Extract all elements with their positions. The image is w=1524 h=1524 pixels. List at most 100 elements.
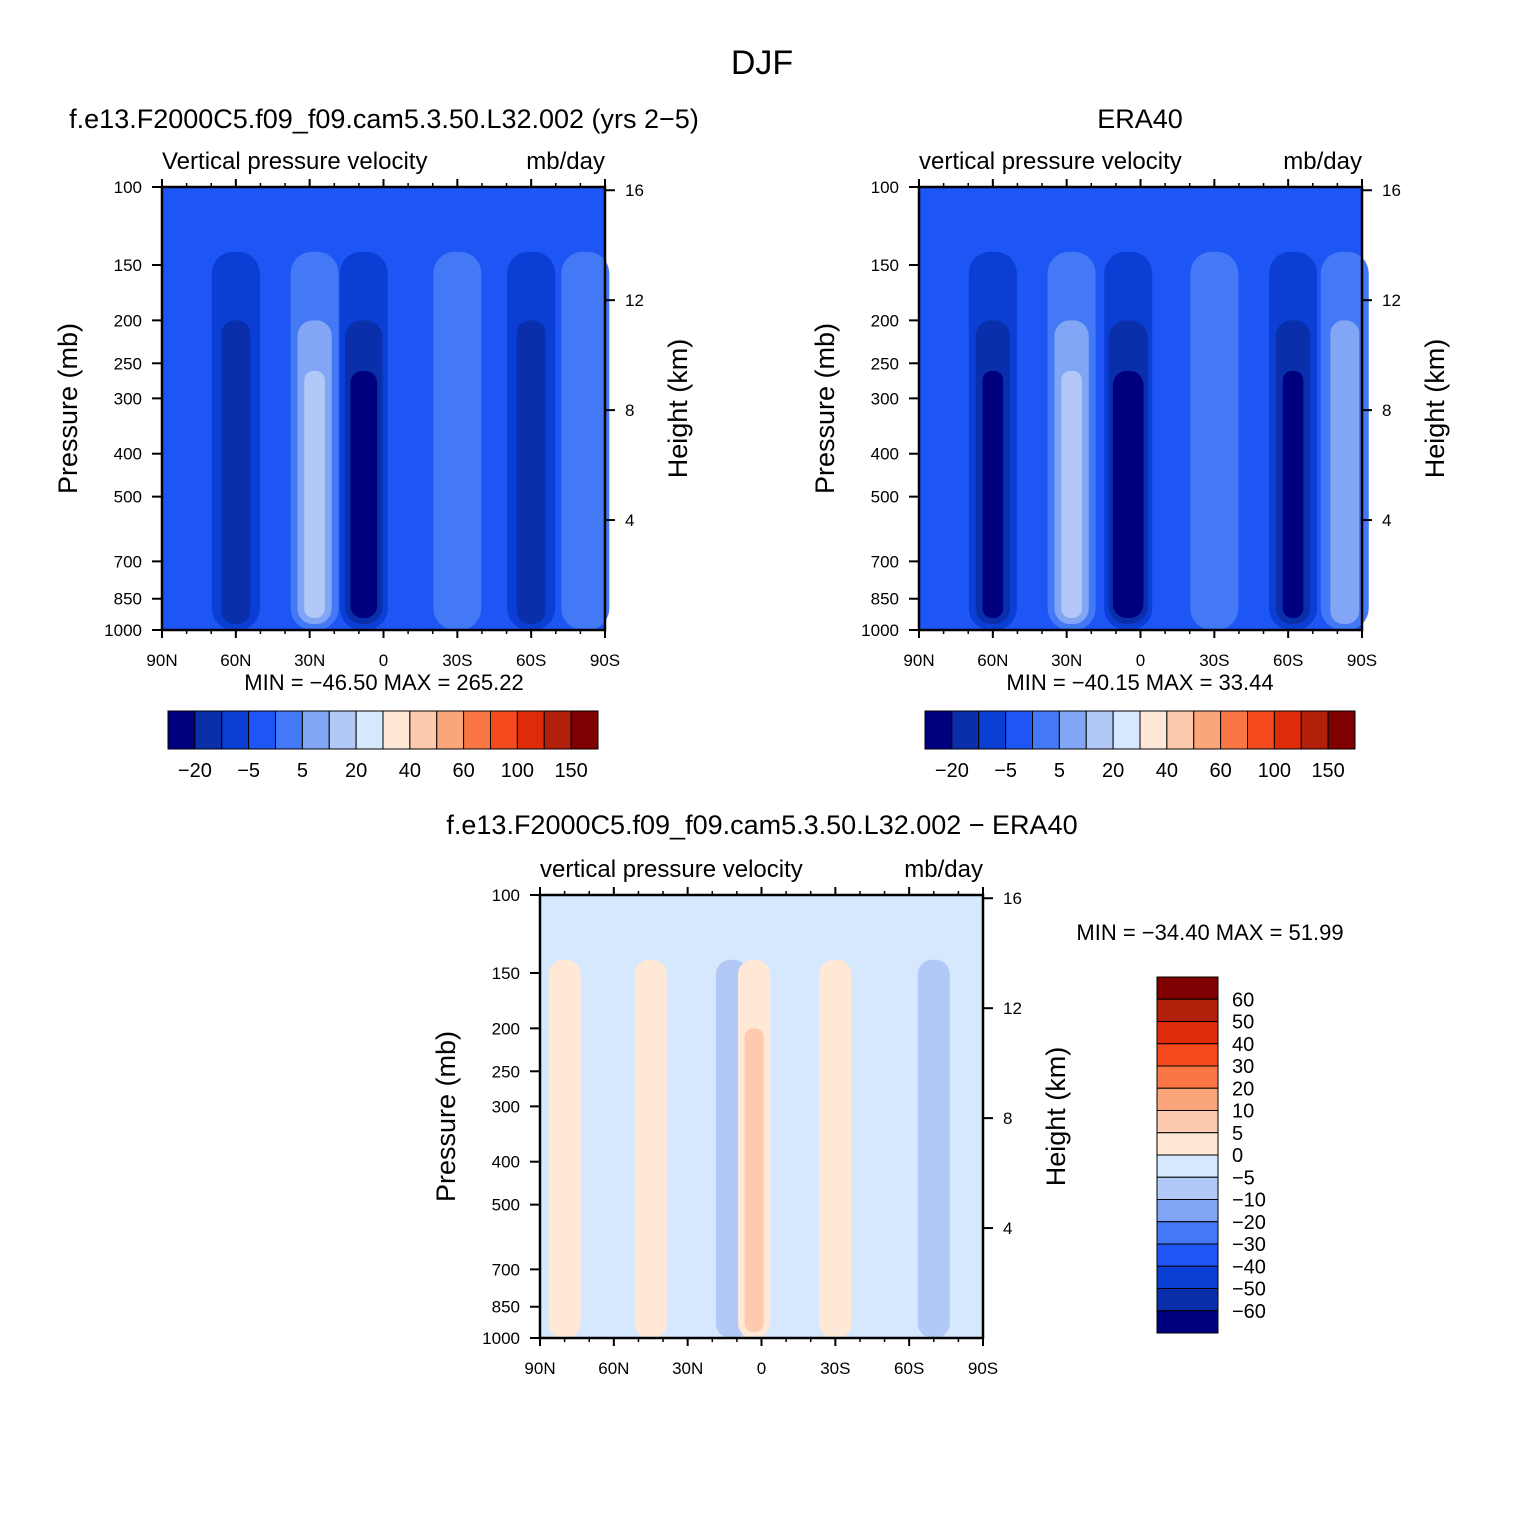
x-tick-label: 60S bbox=[516, 651, 546, 670]
colorbar-label: 40 bbox=[1232, 1034, 1254, 1056]
colorbar-swatch bbox=[1156, 1310, 1219, 1334]
y-right-tick-label: 12 bbox=[625, 291, 644, 310]
y-axis-label: Pressure (mb) bbox=[810, 323, 840, 494]
y-tick-label: 500 bbox=[871, 488, 899, 507]
y-tick-label: 400 bbox=[871, 445, 899, 464]
colorbar-label: 60 bbox=[1210, 760, 1232, 782]
colorbar-label: 10 bbox=[1232, 1101, 1254, 1123]
x-tick-label: 60N bbox=[598, 1359, 629, 1378]
y-tick-label: 300 bbox=[871, 389, 899, 408]
colorbar-swatch bbox=[1156, 1154, 1219, 1178]
contour-band bbox=[917, 959, 950, 1338]
colorbar-swatch bbox=[1156, 1288, 1219, 1312]
colorbar-swatch bbox=[301, 710, 330, 750]
x-tick-label: 30N bbox=[672, 1359, 703, 1378]
x-tick-label: 60S bbox=[894, 1359, 924, 1378]
colorbar-swatch bbox=[328, 710, 357, 750]
colorbar-label: −20 bbox=[1232, 1212, 1266, 1234]
y-right-tick-label: 12 bbox=[1382, 291, 1401, 310]
colorbar-swatch bbox=[490, 710, 518, 750]
colorbar-label: 60 bbox=[1232, 989, 1254, 1011]
x-tick-label: 90N bbox=[903, 651, 934, 670]
colorbar-swatch bbox=[1156, 1265, 1219, 1289]
y-tick-label: 250 bbox=[871, 354, 899, 373]
x-tick-label: 0 bbox=[379, 651, 388, 670]
panels: f.e13.F2000C5.f09_f09.cam5.3.50.L32.002 … bbox=[53, 104, 1450, 1378]
y-right-tick-label: 4 bbox=[625, 511, 634, 530]
y-right-tick-label: 8 bbox=[1382, 401, 1391, 420]
x-tick-label: 0 bbox=[1136, 651, 1145, 670]
y-tick-label: 150 bbox=[492, 964, 520, 983]
colorbar-label: 40 bbox=[399, 760, 421, 782]
colorbar-label: −5 bbox=[237, 760, 260, 782]
contour-band bbox=[1330, 320, 1360, 624]
colorbar-swatch bbox=[1273, 710, 1302, 750]
contour-band bbox=[516, 320, 546, 624]
y-right-tick-label: 8 bbox=[625, 401, 634, 420]
colorbar-swatch bbox=[543, 710, 572, 750]
contour-field bbox=[162, 187, 610, 630]
y-right-tick-label: 16 bbox=[1382, 181, 1401, 200]
contour-band bbox=[548, 959, 581, 1338]
colorbar-swatch bbox=[516, 710, 545, 750]
y-tick-label: 300 bbox=[492, 1097, 520, 1116]
colorbar-label: 100 bbox=[1258, 760, 1291, 782]
contour-band bbox=[634, 959, 667, 1338]
panel-1: f.e13.F2000C5.f09_f09.cam5.3.50.L32.002 … bbox=[53, 104, 699, 782]
contour-field bbox=[919, 187, 1369, 630]
colorbar-label: 150 bbox=[554, 760, 587, 782]
colorbar-swatch bbox=[1156, 976, 1219, 1000]
colorbar-swatch bbox=[951, 710, 980, 750]
panel-units: mb/day bbox=[526, 148, 605, 175]
colorbar-label: −30 bbox=[1232, 1234, 1266, 1256]
x-tick-label: 90S bbox=[968, 1359, 998, 1378]
colorbar: −20 −5 5 20 40 60 100 150 bbox=[924, 710, 1356, 782]
y-tick-label: 700 bbox=[114, 552, 142, 571]
y-tick-label: 100 bbox=[114, 178, 142, 197]
colorbar-swatch bbox=[382, 710, 411, 750]
colorbar-swatch bbox=[167, 710, 196, 750]
y-right-tick-label: 4 bbox=[1382, 511, 1391, 530]
panel-variable: vertical pressure velocity bbox=[919, 148, 1182, 175]
colorbar-swatch bbox=[1156, 1132, 1219, 1156]
y-tick-label: 700 bbox=[492, 1260, 520, 1279]
y-tick-label: 250 bbox=[114, 354, 142, 373]
colorbar-swatch bbox=[1112, 710, 1141, 750]
colorbar-swatch bbox=[570, 710, 599, 750]
colorbar-swatch bbox=[409, 710, 438, 750]
contour-band bbox=[221, 320, 251, 624]
colorbar-swatch bbox=[1156, 1087, 1219, 1111]
x-tick-label: 90S bbox=[590, 651, 620, 670]
y-tick-label: 1000 bbox=[861, 621, 899, 640]
colorbar-swatch bbox=[1156, 1065, 1219, 1089]
colorbar-label: −5 bbox=[1232, 1167, 1255, 1189]
contour-band bbox=[1190, 251, 1239, 630]
x-tick-label: 30N bbox=[1051, 651, 1082, 670]
colorbar-label: 0 bbox=[1232, 1145, 1243, 1167]
colorbar-swatch bbox=[355, 710, 384, 750]
x-tick-label: 90N bbox=[146, 651, 177, 670]
colorbar-label: −20 bbox=[178, 760, 212, 782]
y-right-tick-label: 4 bbox=[1003, 1219, 1012, 1238]
colorbar-swatch bbox=[1247, 710, 1275, 750]
y-tick-label: 700 bbox=[871, 552, 899, 571]
contour-band bbox=[1282, 370, 1304, 618]
colorbar-label: −10 bbox=[1232, 1190, 1266, 1212]
colorbar-swatch bbox=[463, 710, 491, 750]
y-tick-label: 850 bbox=[492, 1298, 520, 1317]
y-right-tick-label: 16 bbox=[1003, 889, 1022, 908]
x-tick-label: 90N bbox=[524, 1359, 555, 1378]
contour-band bbox=[433, 251, 482, 630]
colorbar-label: −40 bbox=[1232, 1256, 1266, 1278]
x-tick-label: 0 bbox=[757, 1359, 766, 1378]
panel-2: ERA40 vertical pressure velocity mb/day 90N… bbox=[810, 104, 1450, 782]
y-right-tick-label: 16 bbox=[625, 181, 644, 200]
colorbar-swatch bbox=[275, 710, 303, 750]
y-right-axis-label: Height (km) bbox=[1420, 339, 1450, 479]
y-tick-label: 150 bbox=[871, 256, 899, 275]
contour-band bbox=[304, 370, 325, 618]
y-tick-label: 400 bbox=[492, 1153, 520, 1172]
colorbar-swatch bbox=[248, 710, 276, 750]
colorbar-label: 50 bbox=[1232, 1012, 1254, 1034]
y-tick-label: 150 bbox=[114, 256, 142, 275]
